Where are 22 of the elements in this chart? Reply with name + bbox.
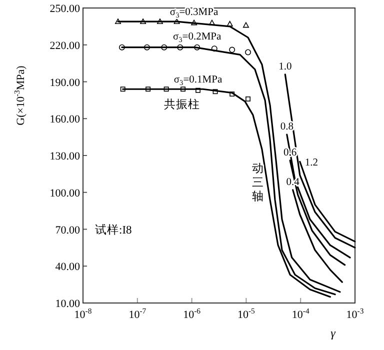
series-label: 1.0 (278, 61, 292, 72)
series-label: σ$_{3}$=0.1MPa (174, 74, 222, 87)
annotation: 动三轴 (252, 162, 264, 203)
y-tick-label: 220.00 (50, 40, 80, 52)
series-label: σ$_{3}$=0.3MPa (170, 6, 218, 20)
series-label: σ$_{3}$=0.2MPa (172, 31, 222, 44)
series-label: 1.2 (304, 158, 318, 169)
annotation: 试样:I8 (95, 223, 132, 236)
x-tick-label: 10$^{-6}$ (183, 306, 201, 321)
y-tick-label: 250.00 (50, 3, 80, 15)
x-axis-title: γ (330, 326, 336, 340)
x-tick-label: 10$^{-3}$ (346, 306, 364, 321)
y-tick-label: 160.00 (50, 114, 80, 126)
y-tick-label: 70.00 (55, 224, 80, 236)
x-tick-label: 10$^{-7}$ (128, 306, 146, 321)
x-tick-label: 10$^{-5}$ (237, 306, 256, 321)
y-tick-label: 40.00 (55, 261, 80, 274)
y-tick-label: 130.00 (50, 150, 80, 162)
y-tick-label: 100.00 (50, 187, 80, 200)
x-tick-label: 10$^{-4}$ (292, 306, 310, 321)
annotation: 共振柱 (164, 98, 200, 111)
y-tick-label: 190.00 (50, 76, 80, 89)
